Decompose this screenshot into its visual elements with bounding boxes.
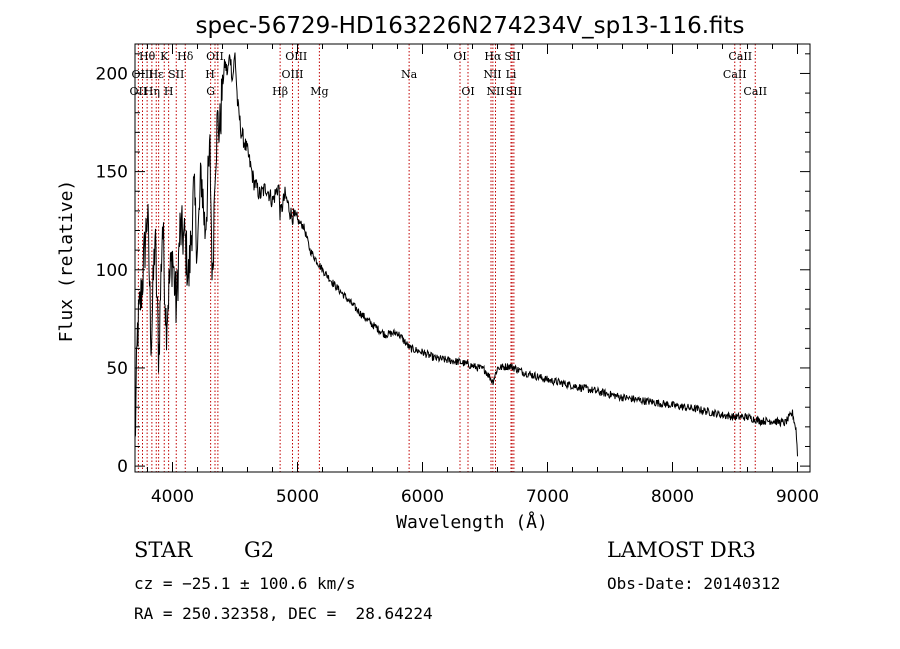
line-label: CaII [743, 85, 767, 98]
line-label: OIII [131, 68, 153, 81]
coords-readout: RA = 250.32358, DEC = 28.64224 [134, 604, 433, 623]
line-label: OII [206, 50, 224, 63]
y-tick-label: 150 [96, 163, 128, 183]
x-tick-label: 7000 [526, 487, 569, 507]
line-label: NII [486, 85, 504, 98]
cz-readout: cz = −25.1 ± 100.6 km/s [134, 574, 356, 593]
line-label: Hη [144, 85, 160, 98]
line-label: OIII [281, 68, 303, 81]
line-label: Hδ [177, 50, 194, 63]
line-label: Hθ [139, 50, 156, 63]
x-axis-label: Wavelength (Å) [396, 511, 548, 533]
x-tick-label: 5000 [276, 487, 319, 507]
x-tick-label: 9000 [776, 487, 819, 507]
line-markers [137, 44, 756, 472]
obs-date: Obs-Date: 20140312 [607, 574, 781, 593]
class-label: STAR [134, 538, 193, 562]
line-label: Li [506, 68, 517, 81]
line-label: Na [401, 68, 418, 81]
line-label: NII [483, 68, 501, 81]
line-label: H [164, 85, 174, 98]
line-label: OII [130, 85, 148, 98]
line-label: Hβ [272, 85, 288, 98]
line-label: SII [504, 50, 520, 63]
x-tick-label: 4000 [151, 487, 194, 507]
y-tick-label: 0 [117, 457, 128, 477]
subclass-label: G2 [244, 538, 275, 562]
y-tick-label: 200 [96, 64, 128, 84]
x-tick-label: 8000 [651, 487, 694, 507]
spectrum-line [134, 52, 798, 457]
y-tick-label: 100 [96, 261, 128, 281]
x-tick-label: 6000 [401, 487, 444, 507]
line-label: Mg [310, 85, 328, 98]
line-label: SII [168, 68, 184, 81]
line-label: OI [461, 85, 474, 98]
survey-label: LAMOST DR3 [607, 538, 756, 562]
axes: 4000 5000 6000 7000 8000 9000 0 50 100 150 200 [96, 44, 819, 507]
y-axis-label: Flux (relative) [56, 180, 77, 343]
line-label: K [160, 50, 169, 63]
plot-frame [134, 43, 811, 473]
chart-title: spec-56729-HD163226N274234V_sp13-116.fit… [195, 13, 744, 39]
line-label: CaII [723, 68, 747, 81]
line-label: SII [506, 85, 522, 98]
line-label: OIII [285, 50, 307, 63]
line-label: CaII [728, 50, 752, 63]
line-label: OI [453, 50, 466, 63]
line-label: Hα [484, 50, 502, 63]
line-label: H [205, 68, 215, 81]
line-label: G [206, 85, 215, 98]
y-tick-label: 50 [106, 359, 128, 379]
line-label: Hε [149, 68, 165, 81]
